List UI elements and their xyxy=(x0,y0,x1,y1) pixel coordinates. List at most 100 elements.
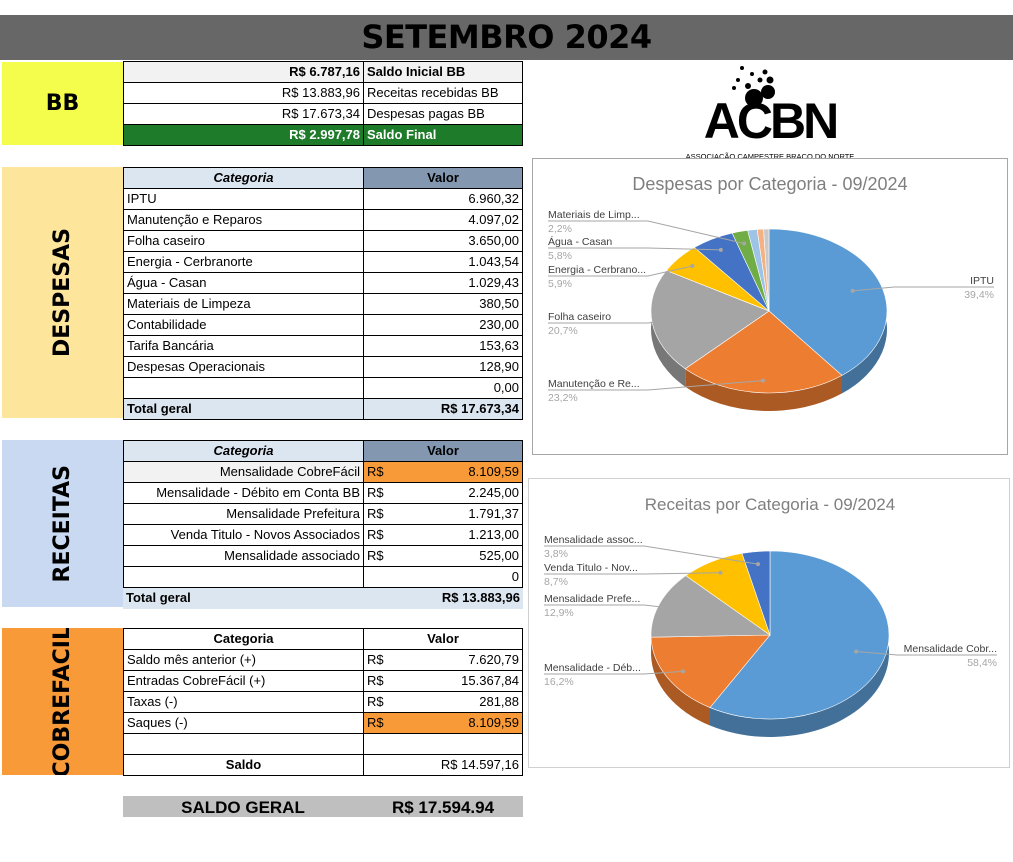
leader-line xyxy=(548,247,721,251)
value-cell: R$ 1.213,00 xyxy=(367,527,519,542)
table-row-saldo-final: R$ 2.997,78 Saldo Final xyxy=(123,125,523,146)
leader-dot xyxy=(674,606,679,611)
category-cell: Materiais de Limpeza xyxy=(124,294,364,314)
leader-dot xyxy=(680,669,685,674)
table-row xyxy=(123,734,523,755)
pie-slice xyxy=(768,228,888,376)
col-header-valor: Valor xyxy=(364,441,522,461)
table-row: IPTU 6.960,32 xyxy=(123,189,523,210)
bb-label: Saldo Final xyxy=(367,127,437,142)
slice-percent: 16,2% xyxy=(544,676,574,688)
bb-section-label: BB xyxy=(2,62,123,145)
leader-dot xyxy=(850,288,855,293)
col-header-valor: Valor xyxy=(364,168,522,188)
slice-percent: 5,9% xyxy=(548,278,572,290)
pie-slice xyxy=(650,270,770,370)
slice-percent: 23,2% xyxy=(548,392,578,404)
svg-text:ASSOCIAÇÃO CAMPESTRE BRAÇO DO: ASSOCIAÇÃO CAMPESTRE BRAÇO DO NORTE xyxy=(686,152,855,161)
total-row: Total geral R$ 13.883,96 xyxy=(123,588,523,609)
leader-dot xyxy=(756,562,761,567)
slice-label: Energia - Cerbrano... xyxy=(548,264,646,276)
category-cell: Taxas (-) xyxy=(124,692,364,712)
slice-percent: 2,2% xyxy=(548,223,572,235)
pie-slice xyxy=(741,550,771,636)
category-cell: Folha caseiro xyxy=(124,231,364,251)
table-row: Manutenção e Reparos 4.097,02 xyxy=(123,210,523,231)
category-cell: Manutenção e Reparos xyxy=(124,210,364,230)
slice-percent: 58,4% xyxy=(967,657,997,669)
slice-label: Mensalidade assoc... xyxy=(544,534,643,546)
leader-line xyxy=(548,319,670,324)
despesas-section-label: DESPESAS xyxy=(2,167,123,418)
category-cell: Mensalidade Prefeitura xyxy=(124,504,364,524)
saldo-geral-bar: SALDO GERAL R$ 17.594.94 xyxy=(123,796,523,817)
col-header-categoria: Categoria xyxy=(124,168,364,188)
table-row: Mensalidade associado R$ 525,00 xyxy=(123,546,523,567)
slice-percent: 39,4% xyxy=(964,289,994,301)
value-cell: 4.097,02 xyxy=(468,212,519,227)
table-row: R$ 17.673,34 Despesas pagas BB xyxy=(123,104,523,125)
cobrefacil-section-label: COBREFACIL xyxy=(2,628,123,775)
total-label: Total geral xyxy=(124,399,364,419)
value-cell: 1.029,43 xyxy=(468,275,519,290)
leader-dot xyxy=(742,241,747,246)
value-cell: R$ 281,88 xyxy=(367,694,519,709)
receitas-section-label: RECEITAS xyxy=(2,440,123,607)
category-cell: Mensalidade CobreFácil xyxy=(124,462,364,482)
leader-dot xyxy=(760,378,765,383)
category-cell: Mensalidade associado xyxy=(124,546,364,566)
pie-slice xyxy=(650,575,771,638)
value-cell: 0 xyxy=(511,569,519,584)
category-cell: Saques (-) xyxy=(124,713,364,733)
value-cell: 3.650,00 xyxy=(468,233,519,248)
bb-label: Despesas pagas BB xyxy=(367,106,485,121)
value-cell: R$ 8.109,59 xyxy=(364,462,522,482)
value-cell: 380,50 xyxy=(479,296,519,311)
page-title: SETEMBRO 2024 xyxy=(0,15,1013,60)
pie-slice xyxy=(684,310,843,394)
acbn-logo: ACBN ASSOCIAÇÃO CAMPESTRE BRAÇO DO NORTE xyxy=(680,62,860,162)
saldo-geral-label: SALDO GERAL xyxy=(181,798,305,817)
slice-percent: 12,9% xyxy=(544,607,574,619)
leader-dot xyxy=(854,649,859,654)
saldo-label: Saldo xyxy=(124,755,364,775)
value-cell: 0,00 xyxy=(493,380,519,395)
table-row: Mensalidade CobreFácil R$ 8.109,59 xyxy=(123,462,523,483)
slice-label: Materiais de Limp... xyxy=(548,209,640,221)
slice-label: Água - Casan xyxy=(548,235,612,248)
bb-label: Receitas recebidas BB xyxy=(367,85,499,100)
leader-dot xyxy=(718,247,723,252)
slice-label: Venda Titulo - Nov... xyxy=(544,562,638,574)
category-cell: Mensalidade - Débito em Conta BB xyxy=(124,483,364,503)
value-cell: R$ 8.109,59 xyxy=(364,713,522,733)
table-row: Materiais de Limpeza 380,50 xyxy=(123,294,523,315)
table-row: Energia - Cerbranorte 1.043,54 xyxy=(123,252,523,273)
bb-value: R$ 17.673,34 xyxy=(124,104,364,124)
value-cell: R$ 7.620,79 xyxy=(367,652,519,667)
slice-label: Mensalidade - Déb... xyxy=(544,662,641,674)
slice-label: Mensalidade Prefe... xyxy=(544,593,640,605)
table-row: Folha caseiro 3.650,00 xyxy=(123,231,523,252)
value-cell: 6.960,32 xyxy=(468,191,519,206)
slice-label: Folha caseiro xyxy=(548,311,611,323)
category-cell xyxy=(124,734,364,754)
table-row: Saques (-) R$ 8.109,59 xyxy=(123,713,523,734)
chart-title: Despesas por Categoria - 09/2024 xyxy=(632,174,907,194)
table-row: Tarifa Bancária 153,63 xyxy=(123,336,523,357)
leader-line xyxy=(544,670,683,675)
leader-dot xyxy=(667,318,672,323)
receitas-table: Categoria Valor Mensalidade CobreFácil R$ 8… xyxy=(123,440,523,609)
table-row: 0 xyxy=(123,567,523,588)
category-cell: Venda Titulo - Novos Associados xyxy=(124,525,364,545)
col-header-categoria: Categoria xyxy=(124,629,364,649)
category-cell: Despesas Operacionais xyxy=(124,357,364,377)
pie-slice xyxy=(709,550,890,720)
saldo-geral-value: R$ 17.594.94 xyxy=(391,798,495,817)
despesas-table: Categoria Valor IPTU 6.960,32 Manutenção e… xyxy=(123,167,523,420)
bb-value: R$ 2.997,78 xyxy=(124,125,364,145)
col-header-categoria: Categoria xyxy=(124,441,364,461)
leader-dot xyxy=(690,264,695,269)
category-cell: Saldo mês anterior (+) xyxy=(124,650,364,670)
slice-label: Manutenção e Re... xyxy=(548,378,640,390)
